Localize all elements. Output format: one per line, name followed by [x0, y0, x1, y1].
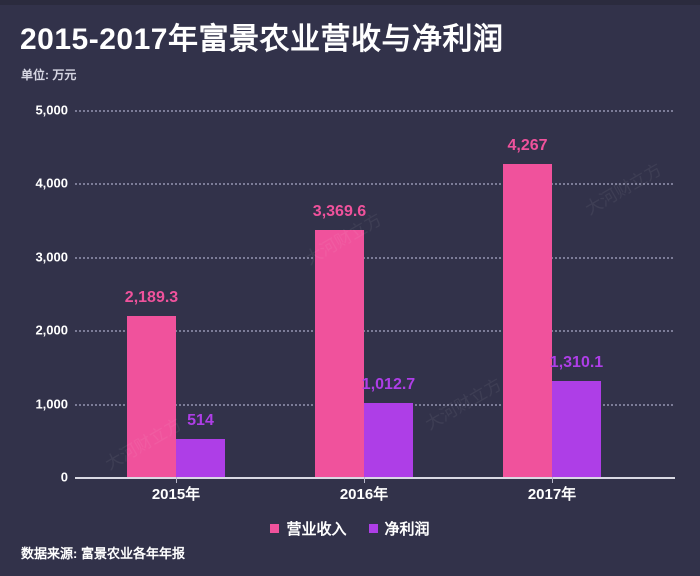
- bar-value-label: 514: [187, 412, 214, 430]
- y-axis-tick-label: 2,000: [35, 322, 68, 338]
- bar-value-label: 3,369.6: [312, 202, 367, 220]
- chart-title: 2015-2017年富景农业营收与净利润: [20, 23, 504, 56]
- top-edge-strip: [0, 0, 700, 5]
- legend-label-profit: 净利润: [384, 521, 430, 538]
- x-axis-tick-mark: [552, 477, 553, 483]
- x-axis-tick-mark: [176, 477, 177, 483]
- bar-profit[interactable]: [176, 439, 225, 477]
- x-axis-tick-label: 2017年: [527, 486, 577, 503]
- x-axis-tick-label: 2015年: [151, 486, 201, 503]
- legend-swatch-icon: [270, 524, 280, 533]
- legend-label-revenue: 营业收入: [286, 521, 347, 538]
- gridline: [75, 256, 673, 259]
- y-axis-tick-label: 3,000: [35, 249, 68, 265]
- source-note: 数据来源: 富景农业各年年报: [21, 546, 185, 561]
- bar-profit[interactable]: [552, 380, 601, 477]
- bar-value-label: 4,267: [507, 136, 548, 154]
- x-axis-line: [75, 477, 675, 479]
- bar-value-label: 2,189.3: [124, 289, 179, 307]
- bar-value-label: 1,012.7: [361, 375, 416, 393]
- gridline: [75, 330, 673, 333]
- y-axis-tick-label: 0: [60, 469, 68, 485]
- bar-revenue[interactable]: [315, 229, 364, 477]
- gridline: [75, 110, 673, 112]
- legend-item-profit[interactable]: 净利润: [368, 518, 430, 539]
- bar-value-label: 1,310.1: [549, 353, 604, 371]
- gridline: [75, 183, 673, 186]
- x-axis-tick-mark: [364, 477, 365, 483]
- y-axis-tick-label: 4,000: [35, 175, 68, 191]
- y-axis-tick-label: 5,000: [35, 102, 68, 118]
- bar-revenue[interactable]: [127, 316, 176, 477]
- chart-unit-label: 单位: 万元: [21, 68, 77, 82]
- y-axis-tick-label: 1,000: [35, 396, 68, 412]
- bar-profit[interactable]: [364, 402, 413, 477]
- legend-item-revenue[interactable]: 营业收入: [270, 518, 347, 539]
- legend-swatch-icon: [368, 524, 378, 533]
- x-axis-tick-label: 2016年: [339, 486, 389, 503]
- bar-revenue[interactable]: [503, 163, 552, 477]
- chart-legend: 营业收入 净利润: [0, 518, 700, 539]
